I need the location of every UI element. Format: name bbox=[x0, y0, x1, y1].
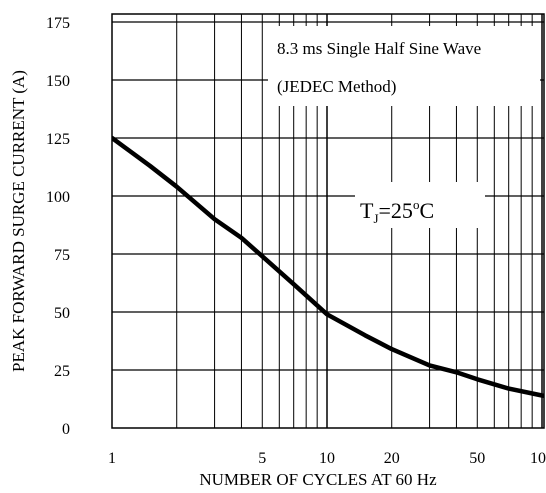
tj-label-box bbox=[355, 182, 485, 228]
y-axis-label: PEAK FORWARD SURGE CURRENT (A) bbox=[9, 70, 28, 372]
series-layer bbox=[112, 135, 544, 399]
y-tick-label: 125 bbox=[46, 131, 70, 148]
y-tick-label: 25 bbox=[54, 363, 70, 380]
y-tick-label: 150 bbox=[46, 73, 70, 90]
x-tick-label: 100 bbox=[530, 450, 546, 467]
y-tick-label: 50 bbox=[54, 305, 70, 322]
tj-unit: C bbox=[419, 198, 434, 223]
x-tick-labels: 1 5 10 20 50 100 bbox=[108, 450, 546, 467]
y-tick-labels: 0 25 50 75 100 125 150 175 bbox=[46, 15, 70, 438]
tj-degree: o bbox=[413, 197, 420, 212]
plot-frame bbox=[111, 13, 545, 429]
y-tick-label: 100 bbox=[46, 189, 70, 206]
y-tick-label: 0 bbox=[62, 421, 70, 438]
surge-current-curve bbox=[112, 135, 544, 399]
x-tick-label: 1 bbox=[108, 450, 116, 467]
y-tick-label: 175 bbox=[46, 15, 70, 32]
tj-equals: =25 bbox=[379, 198, 413, 223]
x-tick-label: 50 bbox=[469, 450, 485, 467]
x-axis-label: NUMBER OF CYCLES AT 60 Hz bbox=[199, 470, 437, 489]
tj-label: TJ=25oC bbox=[360, 197, 434, 226]
annotation-line-1: 8.3 ms Single Half Sine Wave bbox=[277, 39, 481, 58]
annotation-box bbox=[268, 26, 540, 106]
annotation-line-2: (JEDEC Method) bbox=[277, 77, 396, 96]
y-tick-label: 75 bbox=[54, 247, 70, 264]
x-tick-label: 5 bbox=[258, 450, 266, 467]
x-tick-label: 20 bbox=[384, 450, 400, 467]
tj-prefix: T bbox=[360, 198, 374, 223]
tj-subscript: J bbox=[373, 211, 378, 226]
x-tick-label: 10 bbox=[319, 450, 335, 467]
